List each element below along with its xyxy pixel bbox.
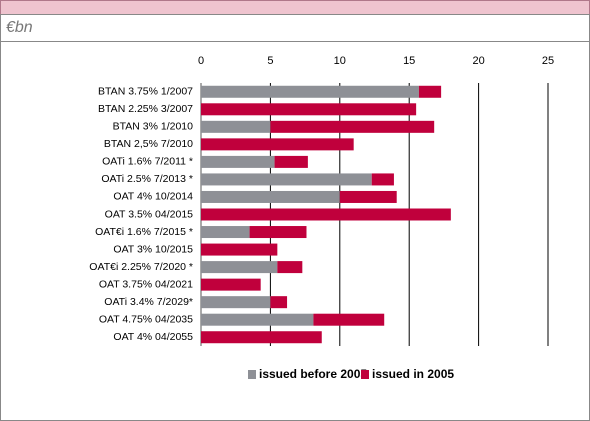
bar-segment [201,243,278,256]
bar-segment [371,173,394,186]
bar-segment [201,331,322,344]
bar-segment [339,190,397,203]
bar-segment [201,190,340,203]
bar-segment [201,226,250,239]
bar-segment [313,313,385,326]
y-tick-label: OAT 4% 04/2055 [113,331,193,343]
y-tick-label: BTAN 2.25% 3/2007 [98,103,193,115]
bar-segment [270,296,288,309]
bar-segment [201,103,417,116]
x-tick-label: 25 [542,55,554,67]
x-tick-label: 15 [403,55,415,67]
y-tick-label: BTAN 2,5% 7/2010 [104,138,193,150]
y-tick-label: OAT€i 2.25% 7/2020 * [89,261,193,273]
y-tick-label: OAT 3% 10/2015 [113,243,193,255]
bar-segment [277,261,303,274]
y-tick-label: OATi 2.5% 7/2013 * [101,173,193,185]
y-tick-label: BTAN 3% 1/2010 [113,121,194,133]
bar-segment [418,85,442,98]
bar-segment [201,261,278,274]
header-band [0,0,590,15]
bar-segment [201,313,314,326]
bar-segment [274,155,308,168]
bar-segment [201,85,419,98]
bar-segment [201,296,271,309]
x-tick-label: 5 [267,55,273,67]
y-tick-label: OAT€i 1.6% 7/2015 * [95,226,193,238]
y-tick-label: OAT 3.75% 04/2021 [99,278,193,290]
bar-segment [201,173,372,186]
bar-segment [201,120,271,133]
subtitle: €bn [6,19,33,36]
y-tick-label: BTAN 3.75% 1/2007 [98,86,193,98]
y-tick-label: OAT 4.75% 04/2035 [99,313,193,325]
y-tick-label: OAT 3.5% 04/2015 [105,208,193,220]
x-tick-label: 10 [334,55,346,67]
bar-segment [201,208,451,221]
bar-segment [201,278,261,291]
legend-swatch [248,370,256,379]
bar-segment [201,138,354,151]
legend-label: issued in 2005 [372,367,454,381]
bar-segment [270,120,435,133]
legend-swatch [361,370,369,379]
x-tick-label: 0 [198,55,204,67]
x-tick-label: 20 [472,55,484,67]
bar-segment [249,226,307,239]
y-tick-label: OATi 3.4% 7/2029* [104,296,193,308]
bar-segment [201,155,275,168]
y-tick-label: OAT 4% 10/2014 [113,191,193,203]
y-tick-label: OATi 1.6% 7/2011 * [102,156,193,168]
legend-label: issued before 2005 [259,367,367,381]
